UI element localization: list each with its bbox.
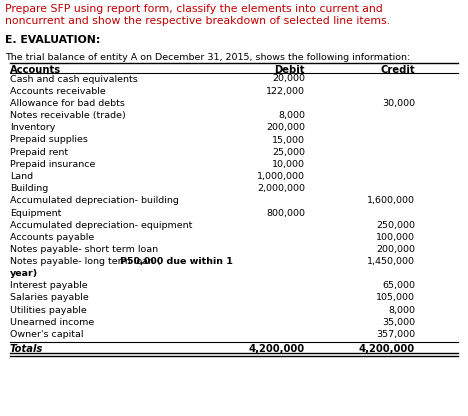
- Text: 800,000: 800,000: [266, 209, 305, 218]
- Text: Credit: Credit: [380, 65, 415, 75]
- Text: P50,000 due within 1: P50,000 due within 1: [120, 258, 233, 267]
- Text: 35,000: 35,000: [382, 318, 415, 327]
- Text: Land: Land: [10, 172, 33, 181]
- Text: Accounts: Accounts: [10, 65, 61, 75]
- Text: Accumulated depreciation- equipment: Accumulated depreciation- equipment: [10, 221, 192, 230]
- Text: 200,000: 200,000: [376, 245, 415, 254]
- Text: 357,000: 357,000: [376, 330, 415, 339]
- Text: noncurrent and show the respective breakdown of selected line items.: noncurrent and show the respective break…: [5, 16, 390, 26]
- Text: 2,000,000: 2,000,000: [257, 184, 305, 193]
- Text: Owner's capital: Owner's capital: [10, 330, 83, 339]
- Text: Accounts payable: Accounts payable: [10, 233, 94, 242]
- Text: Prepaid insurance: Prepaid insurance: [10, 160, 95, 169]
- Text: 122,000: 122,000: [266, 87, 305, 96]
- Text: Salaries payable: Salaries payable: [10, 293, 89, 302]
- Text: 4,200,000: 4,200,000: [359, 344, 415, 354]
- Text: Building: Building: [10, 184, 48, 193]
- Text: 20,000: 20,000: [272, 74, 305, 84]
- Text: 4,200,000: 4,200,000: [249, 344, 305, 354]
- Text: Accumulated depreciation- building: Accumulated depreciation- building: [10, 196, 179, 206]
- Text: Prepaid supplies: Prepaid supplies: [10, 136, 88, 144]
- Text: Unearned income: Unearned income: [10, 318, 94, 327]
- Text: Equipment: Equipment: [10, 209, 61, 218]
- Text: Cash and cash equivalents: Cash and cash equivalents: [10, 74, 138, 84]
- Text: 8,000: 8,000: [388, 306, 415, 314]
- Text: 10,000: 10,000: [272, 160, 305, 169]
- Text: 250,000: 250,000: [376, 221, 415, 230]
- Text: 1,450,000: 1,450,000: [367, 258, 415, 267]
- Text: The trial balance of entity A on December 31, 2015, shows the following informat: The trial balance of entity A on Decembe…: [5, 53, 410, 62]
- Text: 200,000: 200,000: [266, 123, 305, 132]
- Text: 15,000: 15,000: [272, 136, 305, 144]
- Text: year): year): [10, 269, 38, 278]
- Text: 1,000,000: 1,000,000: [257, 172, 305, 181]
- Text: Allowance for bad debts: Allowance for bad debts: [10, 99, 125, 108]
- Text: E. EVALUATION:: E. EVALUATION:: [5, 35, 100, 45]
- Text: 100,000: 100,000: [376, 233, 415, 242]
- Text: Prepare SFP using report form, classify the elements into current and: Prepare SFP using report form, classify …: [5, 4, 383, 14]
- Text: 25,000: 25,000: [272, 148, 305, 157]
- Text: Notes receivable (trade): Notes receivable (trade): [10, 111, 126, 120]
- Text: Accounts receivable: Accounts receivable: [10, 87, 106, 96]
- Text: Notes payable- long term loan (: Notes payable- long term loan (: [10, 258, 161, 267]
- Text: 30,000: 30,000: [382, 99, 415, 108]
- Text: Prepaid rent: Prepaid rent: [10, 148, 68, 157]
- Text: 8,000: 8,000: [278, 111, 305, 120]
- Text: 105,000: 105,000: [376, 293, 415, 302]
- Text: Utilities payable: Utilities payable: [10, 306, 87, 314]
- Text: Inventory: Inventory: [10, 123, 55, 132]
- Text: Debit: Debit: [275, 65, 305, 75]
- Text: 65,000: 65,000: [382, 281, 415, 290]
- Text: 1,600,000: 1,600,000: [367, 196, 415, 206]
- Text: Notes payable- short term loan: Notes payable- short term loan: [10, 245, 158, 254]
- Text: Totals: Totals: [10, 344, 44, 354]
- Text: Interest payable: Interest payable: [10, 281, 88, 290]
